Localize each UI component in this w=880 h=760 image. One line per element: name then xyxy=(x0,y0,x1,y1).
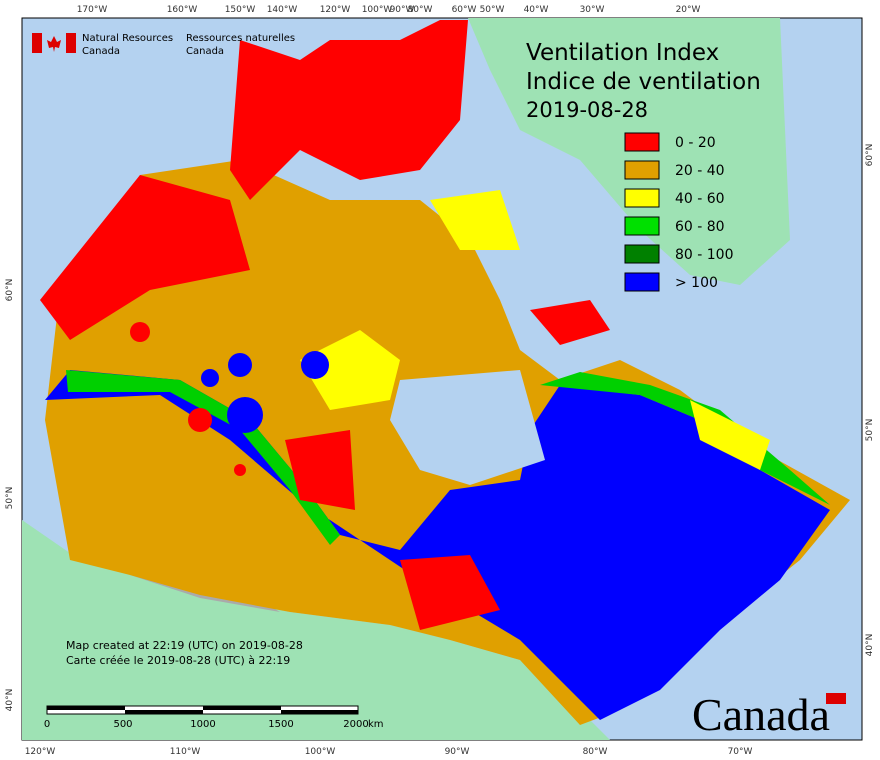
legend-label: 20 - 40 xyxy=(675,163,725,179)
legend-swatch xyxy=(624,188,660,208)
scale-bar xyxy=(46,705,359,715)
graticule-label: 140°W xyxy=(267,5,298,15)
legend-swatch xyxy=(624,216,660,236)
scale-label: 0 xyxy=(44,719,50,730)
credit: Carte créée le 2019-08-28 (UTC) à 22:19 xyxy=(66,654,290,667)
org-fr-2: Canada xyxy=(186,46,224,57)
legend-label: 60 - 80 xyxy=(675,219,725,235)
wordmark-flag xyxy=(826,693,846,704)
org-en: Natural Resources xyxy=(82,33,173,44)
legend-swatch xyxy=(624,244,660,264)
legend-swatch xyxy=(624,160,660,180)
graticule-label: 80°W xyxy=(408,5,433,15)
title: Ventilation Index xyxy=(526,40,719,66)
graticule-label: 40°W xyxy=(524,5,549,15)
legend-swatch xyxy=(624,132,660,152)
legend-label: 40 - 60 xyxy=(675,191,725,207)
graticule-label: 100°W xyxy=(362,5,393,15)
legend-label: 0 - 20 xyxy=(675,135,716,151)
graticule-label: 60°N xyxy=(865,144,875,167)
graticule-label: 50°N xyxy=(865,419,875,442)
graticule-label: 120°W xyxy=(25,747,56,757)
wordmark: Canada xyxy=(692,689,830,740)
graticule-label: 90°W xyxy=(445,747,470,757)
scale-label: 500 xyxy=(113,719,132,730)
graticule-label: 30°W xyxy=(580,5,605,15)
org-fr: Ressources naturelles xyxy=(186,33,295,44)
graticule-label: 50°W xyxy=(480,5,505,15)
scale-label: 2000 xyxy=(343,719,368,730)
logo xyxy=(32,33,76,53)
graticule-label: 170°W xyxy=(77,5,108,15)
graticule-label: 60°W xyxy=(452,5,477,15)
graticule-label: 50°N xyxy=(5,487,15,510)
org-en-2: Canada xyxy=(82,46,120,57)
graticule-label: 120°W xyxy=(320,5,351,15)
legend-label: > 100 xyxy=(675,275,718,291)
scale-label: 1500 xyxy=(268,719,293,730)
scale-unit: km xyxy=(368,719,384,730)
graticule-label: 80°W xyxy=(583,747,608,757)
graticule-label: 40°N xyxy=(865,634,875,657)
graticule-label: 110°W xyxy=(170,747,201,757)
graticule-label: 70°W xyxy=(728,747,753,757)
graticule-label: 60°N xyxy=(5,279,15,302)
graticule-label: 160°W xyxy=(167,5,198,15)
legend-swatch xyxy=(624,272,660,292)
date: 2019-08-28 xyxy=(526,98,648,122)
graticule-label: 150°W xyxy=(225,5,256,15)
legend-label: 80 - 100 xyxy=(675,247,734,263)
scale-label: 1000 xyxy=(190,719,215,730)
credit: Map created at 22:19 (UTC) on 2019-08-28 xyxy=(66,639,303,652)
graticule-label: 100°W xyxy=(305,747,336,757)
graticule-label: 90°W xyxy=(390,5,415,15)
graticule-label: 20°W xyxy=(676,5,701,15)
title: Indice de ventilation xyxy=(526,69,761,95)
graticule-label: 40°N xyxy=(5,689,15,712)
